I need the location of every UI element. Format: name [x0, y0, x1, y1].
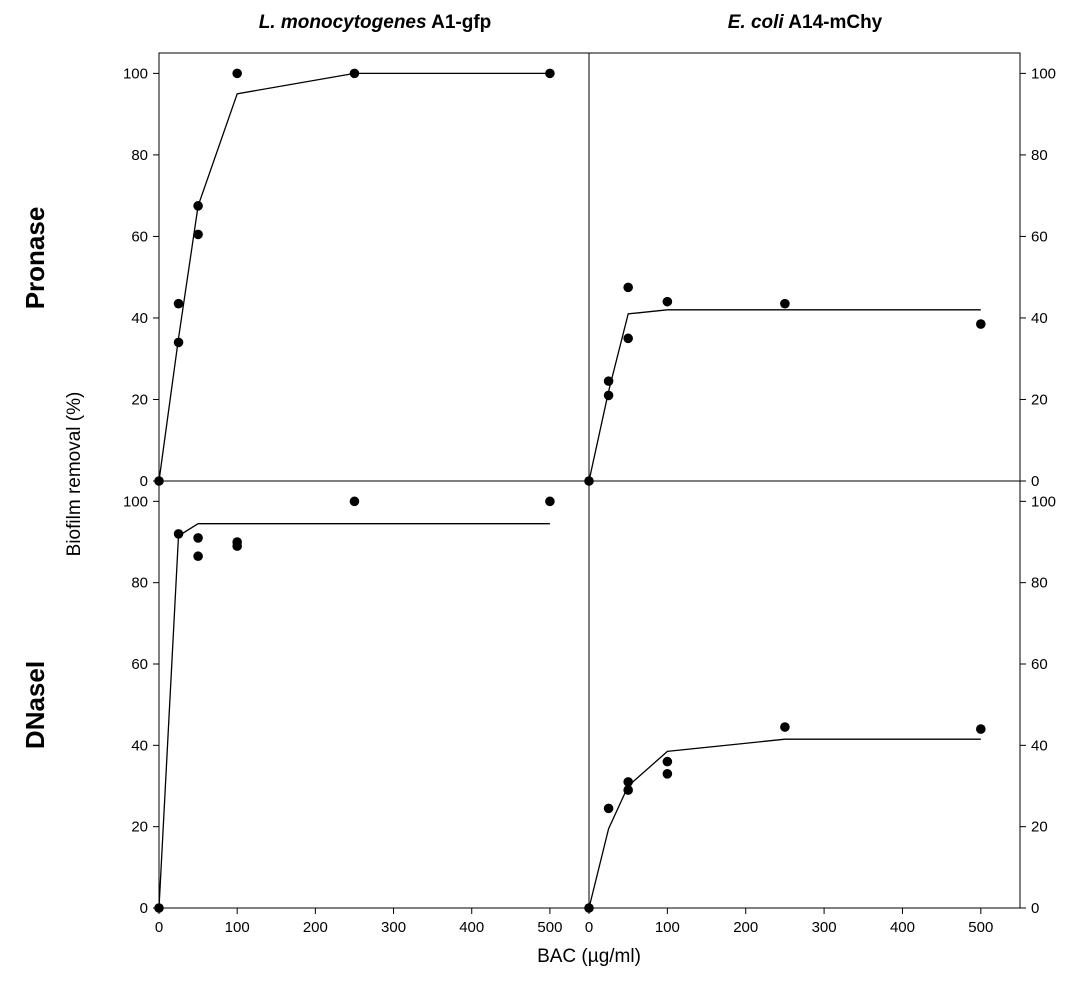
- y-tick-label: 40: [1031, 737, 1048, 754]
- panel-3: 0 20 40 60 80 100 0 100 200 300 400 500: [123, 480, 590, 936]
- panel-2: 0 20 40 60 80 100: [584, 52, 1056, 490]
- x-tick-label: 0: [155, 919, 163, 936]
- column-title-left: L. monocytogenes A1-gfp: [259, 12, 492, 33]
- x-tick-label: 300: [812, 919, 837, 936]
- x-tick-label: 0: [585, 919, 593, 936]
- y-tick-label: 20: [131, 819, 148, 836]
- x-tick-label: 100: [655, 919, 680, 936]
- data-point: [584, 903, 594, 913]
- x-tick-label: 200: [733, 919, 758, 936]
- fit-line: [588, 309, 981, 482]
- data-point: [193, 201, 203, 211]
- data-point: [232, 537, 242, 547]
- fit-line: [158, 523, 550, 909]
- fit-line: [158, 72, 550, 482]
- y-tick-label: 40: [131, 310, 148, 327]
- panel-4: 0 20 40 60 80 100 0 100 200 300 400 500: [584, 480, 1056, 936]
- x-tick-label: 300: [381, 919, 406, 936]
- panel-frame: [588, 480, 1021, 909]
- x-axis-title: BAC (µg/ml): [537, 946, 641, 967]
- data-point: [662, 769, 673, 779]
- data-point: [662, 756, 673, 767]
- x-tick-label: 500: [968, 919, 993, 936]
- y-tick-label: 0: [140, 473, 148, 490]
- y-tick-label: 0: [1031, 473, 1039, 490]
- y-axis-title: Biofilm removal (%): [64, 392, 85, 557]
- column-title-right: E. coli A14-mChy: [728, 12, 883, 33]
- data-point: [603, 376, 614, 386]
- panel-frame: [588, 52, 1021, 482]
- data-point: [193, 533, 203, 543]
- data-point: [173, 337, 184, 348]
- row-title-top: Pronase: [20, 207, 50, 310]
- y-tick-label: 80: [131, 147, 148, 164]
- data-point: [193, 229, 203, 240]
- y-tick-label: 0: [140, 900, 148, 917]
- y-tick-label: 60: [131, 656, 148, 673]
- panel-frame: [158, 52, 590, 482]
- data-point: [623, 785, 633, 795]
- y-tick-label: 20: [1031, 819, 1048, 836]
- y-tick-label: 100: [123, 493, 148, 510]
- data-point: [623, 333, 633, 344]
- y-tick-label: 80: [1031, 575, 1048, 592]
- data-point: [976, 319, 986, 329]
- y-tick-label: 40: [1031, 310, 1048, 327]
- x-tick-label: 400: [890, 919, 915, 936]
- panel-1: 0 20 40 60 80 100: [123, 52, 590, 490]
- y-tick-label: 60: [1031, 656, 1048, 673]
- data-point: [349, 496, 360, 507]
- y-tick-label: 100: [1031, 65, 1056, 82]
- data-point: [603, 803, 614, 814]
- data-point: [154, 903, 164, 913]
- data-point: [232, 68, 242, 79]
- x-tick-label: 400: [459, 919, 484, 936]
- y-tick-label: 100: [1031, 493, 1056, 510]
- data-point: [603, 390, 614, 401]
- data-point: [545, 496, 555, 507]
- data-point: [349, 68, 360, 79]
- y-tick-label: 60: [1031, 228, 1048, 245]
- panels: 0 20 40 60 80 100 0 20 40 60 80 100 0 20 40 60 80 100 0 100…: [123, 52, 1056, 936]
- data-point: [545, 68, 555, 79]
- panel-frame: [158, 480, 590, 909]
- data-point: [173, 298, 184, 309]
- data-point: [193, 551, 203, 562]
- data-point: [173, 529, 184, 539]
- row-title-bottom: DNaseI: [20, 661, 50, 749]
- y-tick-label: 80: [131, 575, 148, 592]
- y-tick-label: 80: [1031, 147, 1048, 164]
- data-point: [623, 282, 633, 293]
- y-tick-label: 100: [123, 65, 148, 82]
- y-tick-label: 0: [1031, 900, 1039, 917]
- x-tick-label: 200: [303, 919, 328, 936]
- y-tick-label: 40: [131, 737, 148, 754]
- x-tick-label: 500: [537, 919, 562, 936]
- data-point: [623, 777, 633, 787]
- x-tick-label: 100: [225, 919, 250, 936]
- y-tick-label: 60: [131, 228, 148, 245]
- data-point: [976, 724, 986, 734]
- data-point: [662, 296, 673, 307]
- y-tick-label: 20: [1031, 391, 1048, 408]
- fit-line: [588, 738, 981, 909]
- y-tick-label: 20: [131, 391, 148, 408]
- data-point: [780, 298, 790, 309]
- data-point: [780, 722, 790, 732]
